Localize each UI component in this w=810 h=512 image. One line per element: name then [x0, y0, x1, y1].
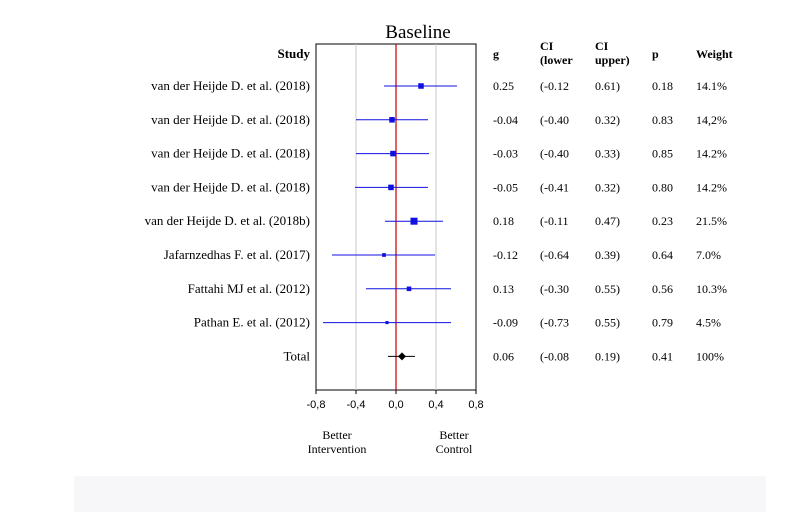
study-label: Pathan E. et al. (2012): [194, 315, 310, 330]
g-value: 0.18: [493, 214, 514, 228]
study-label: Fattahi MJ et al. (2012): [188, 281, 310, 296]
g-value: -0.04: [493, 113, 518, 127]
chart-title: Baseline: [385, 22, 450, 43]
study-label: van der Heijde D. et al. (2018): [151, 112, 310, 127]
study-label: van der Heijde D. et al. (2018): [151, 146, 310, 161]
study-label: van der Heijde D. et al. (2018): [151, 179, 310, 194]
p-value: 0.23: [652, 214, 673, 228]
p-value: 0.85: [652, 147, 673, 161]
label-line: Control: [436, 442, 473, 456]
x-tick-label: -0,4: [347, 399, 366, 411]
header-ci-upper: CI upper): [595, 39, 630, 67]
header-study: Study: [277, 46, 310, 61]
effect-marker: [382, 253, 386, 257]
ci-upper-value: 0.32): [595, 113, 620, 127]
header-g: g: [493, 47, 499, 61]
header-weight: Weight: [696, 47, 733, 61]
g-value: -0.09: [493, 316, 518, 330]
ci-upper-value: 0.55): [595, 282, 620, 296]
g-value: -0.05: [493, 180, 518, 194]
total-diamond-marker: [398, 352, 406, 361]
x-tick-label: 0,4: [428, 399, 443, 411]
weight-value: 14.1%: [696, 79, 727, 93]
weight-value: 100%: [696, 349, 724, 363]
effect-marker: [406, 286, 412, 292]
header-ci-lower: CI (lower: [540, 39, 573, 67]
footer-band: [74, 476, 766, 512]
effect-marker: [388, 184, 394, 191]
label-line: Better: [439, 428, 468, 442]
ci-upper-value: 0.47): [595, 214, 620, 228]
ci-upper-value: 0.61): [595, 79, 620, 93]
ci-lower-value: (-0.30: [540, 282, 569, 296]
ci-lower-value: (-0.41: [540, 180, 569, 194]
study-label: Jafarnzedhas F. et al. (2017): [164, 247, 310, 262]
p-value: 0.41: [652, 349, 673, 363]
label-line: CI: [595, 39, 609, 53]
g-value: 0.13: [493, 282, 514, 296]
ci-upper-value: 0.39): [595, 248, 620, 262]
weight-value: 14.2%: [696, 147, 727, 161]
ci-upper-value: 0.19): [595, 349, 620, 363]
p-value: 0.83: [652, 113, 673, 127]
g-value: 0.25: [493, 79, 514, 93]
g-value: -0.12: [493, 248, 518, 262]
xlabel-better-control: Better Control: [436, 428, 473, 456]
label-line: CI: [540, 39, 554, 53]
ci-upper-value: 0.33): [595, 147, 620, 161]
ci-lower-value: (-0.40: [540, 147, 569, 161]
p-value: 0.56: [652, 282, 673, 296]
weight-value: 7.0%: [696, 248, 721, 262]
p-value: 0.80: [652, 180, 673, 194]
label-line: Better: [322, 428, 351, 442]
g-value: 0.06: [493, 349, 514, 363]
p-value: 0.18: [652, 79, 673, 93]
weight-value: 10.3%: [696, 282, 727, 296]
g-value: -0.03: [493, 147, 518, 161]
effect-marker: [389, 117, 395, 123]
x-tick-label: 0,0: [388, 399, 403, 411]
weight-value: 21.5%: [696, 214, 727, 228]
weight-value: 4.5%: [696, 316, 721, 330]
ci-lower-value: (-0.11: [540, 214, 569, 228]
ci-lower-value: (-0.73: [540, 316, 569, 330]
weight-value: 14,2%: [696, 113, 727, 127]
ci-lower-value: (-0.40: [540, 113, 569, 127]
total-label: Total: [283, 348, 310, 363]
effect-marker: [410, 217, 418, 225]
ci-upper-value: 0.55): [595, 316, 620, 330]
effect-marker: [390, 150, 396, 157]
label-line: (lower: [540, 53, 573, 67]
x-tick-label: -0,8: [307, 399, 326, 411]
plot-area: -0,8 -0,4 0,0 0,4 0,8: [307, 43, 484, 411]
study-label: van der Heijde D. et al. (2018): [151, 78, 310, 93]
label-line: Intervention: [308, 442, 367, 456]
weight-value: 14.2%: [696, 180, 727, 194]
effect-marker: [418, 83, 424, 89]
ci-lower-value: (-0.64: [540, 248, 569, 262]
p-value: 0.64: [652, 248, 673, 262]
ci-upper-value: 0.32): [595, 180, 620, 194]
study-label: van der Heijde D. et al. (2018b): [145, 213, 310, 228]
label-line: upper): [595, 53, 630, 67]
ci-lower-value: (-0.12: [540, 79, 569, 93]
p-value: 0.79: [652, 316, 673, 330]
header-p: p: [652, 47, 659, 61]
ci-lower-value: (-0.08: [540, 349, 569, 363]
effect-marker: [385, 321, 389, 325]
xlabel-better-intervention: Better Intervention: [308, 428, 367, 456]
x-tick-label: 0,8: [468, 399, 483, 411]
